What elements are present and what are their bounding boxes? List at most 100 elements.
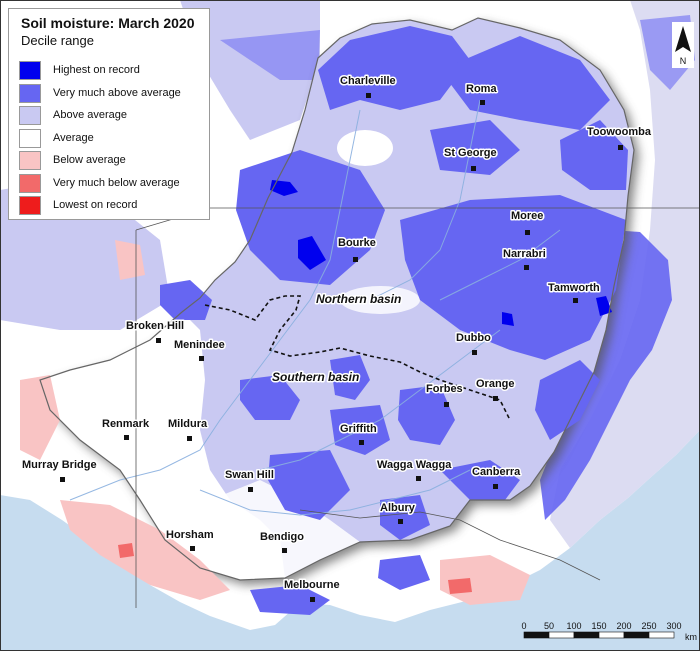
label-canberra: Canberra xyxy=(472,466,521,478)
legend-swatch xyxy=(19,84,41,103)
marker-melbourne xyxy=(310,597,315,602)
legend-item-above-average: Above average xyxy=(19,104,209,126)
label-albury: Albury xyxy=(380,502,416,514)
legend-item-highest-on-record: Highest on record xyxy=(19,59,209,81)
label-murray-bridge: Murray Bridge xyxy=(22,459,97,471)
basin-divide-line xyxy=(204,295,511,421)
coastal-plain xyxy=(550,0,700,548)
marker-moree xyxy=(525,230,530,235)
marker-charleville xyxy=(366,93,371,98)
marker-bourke xyxy=(353,257,358,262)
label-dubbo: Dubbo xyxy=(456,332,491,344)
label-menindee: Menindee xyxy=(174,339,225,351)
legend-label: Very much below average xyxy=(53,177,180,189)
marker-toowoomba xyxy=(618,145,623,150)
legend-label: Above average xyxy=(53,109,127,121)
legend: Soil moisture: March 2020 Decile range H… xyxy=(8,8,210,220)
label-bendigo: Bendigo xyxy=(260,531,304,543)
marker-horsham xyxy=(190,546,195,551)
label-narrabri: Narrabri xyxy=(503,248,546,260)
legend-item-very-much-below-average: Very much below average xyxy=(19,172,209,194)
scale-tick-250: 250 xyxy=(641,621,656,631)
marker-broken-hill xyxy=(156,338,161,343)
scale-tick-0: 0 xyxy=(521,621,526,631)
basin-boundary xyxy=(39,17,635,581)
label-horsham: Horsham xyxy=(166,529,214,541)
marker-tamworth xyxy=(573,298,578,303)
legend-item-lowest-on-record: Lowest on record xyxy=(19,194,209,216)
scale-tick-100: 100 xyxy=(566,621,581,631)
label-mildura: Mildura xyxy=(168,418,208,430)
marker-murray-bridge xyxy=(60,477,65,482)
marker-menindee xyxy=(199,356,204,361)
marker-narrabri xyxy=(524,265,529,270)
state-borders xyxy=(135,207,700,608)
legend-item-very-much-above-average: Very much above average xyxy=(19,82,209,104)
legend-swatch xyxy=(19,196,41,215)
marker-roma xyxy=(480,100,485,105)
scale-tick-300: 300 xyxy=(666,621,681,631)
marker-wagga-wagga xyxy=(416,476,421,481)
very-much-above-average-areas xyxy=(160,26,628,615)
label-st-george: St George xyxy=(444,147,497,159)
highest-on-record-areas xyxy=(270,180,612,326)
marker-albury xyxy=(398,519,403,524)
marker-canberra xyxy=(493,484,498,489)
rivers xyxy=(69,99,561,516)
legend-swatch xyxy=(19,61,41,80)
legend-subtitle: Decile range xyxy=(21,33,94,48)
label-swan-hill: Swan Hill xyxy=(225,469,274,481)
label-wagga-wagga: Wagga Wagga xyxy=(377,459,452,471)
legend-label: Highest on record xyxy=(53,64,140,76)
marker-orange xyxy=(493,396,498,401)
scale-bar: 0 50 100 150 200 250 300 km xyxy=(521,621,697,642)
legend-swatch xyxy=(19,174,41,193)
label-bourke: Bourke xyxy=(338,237,376,249)
label-forbes: Forbes xyxy=(426,383,463,395)
legend-title: Soil moisture: March 2020 xyxy=(21,15,195,31)
marker-dubbo xyxy=(472,350,477,355)
marker-mildura xyxy=(187,436,192,441)
marker-forbes xyxy=(444,402,449,407)
marker-swan-hill xyxy=(248,487,253,492)
label-tamworth: Tamworth xyxy=(548,282,600,294)
below-average-areas xyxy=(20,240,530,605)
legend-item-average: Average xyxy=(19,127,209,149)
label-roma: Roma xyxy=(466,83,497,95)
north-arrow-icon: N xyxy=(672,22,694,68)
label-griffith: Griffith xyxy=(340,423,377,435)
city-markers: Charleville Roma Toowoomba St George Mor… xyxy=(21,74,653,602)
label-melbourne: Melbourne xyxy=(284,579,340,591)
marker-st-george xyxy=(471,166,476,171)
scale-tick-200: 200 xyxy=(616,621,631,631)
label-northern-basin: Northern basin xyxy=(316,292,401,306)
label-charleville: Charleville xyxy=(340,75,396,87)
marker-bendigo xyxy=(282,548,287,553)
north-label: N xyxy=(680,56,687,66)
far-west-wet xyxy=(220,30,320,80)
scale-tick-50: 50 xyxy=(544,621,554,631)
legend-label: Lowest on record xyxy=(53,199,138,211)
label-broken-hill: Broken Hill xyxy=(126,320,184,332)
marker-renmark xyxy=(124,435,129,440)
scale-unit: km xyxy=(685,632,697,642)
legend-swatch xyxy=(19,151,41,170)
legend-swatch xyxy=(19,129,41,148)
label-renmark: Renmark xyxy=(102,418,150,430)
legend-label: Average xyxy=(53,132,94,144)
legend-item-below-average: Below average xyxy=(19,149,209,171)
average-patch-centre xyxy=(340,286,420,314)
legend-swatch xyxy=(19,106,41,125)
coastal-wet-strip xyxy=(540,230,672,520)
label-toowoomba: Toowoomba xyxy=(587,126,652,138)
marker-griffith xyxy=(359,440,364,445)
label-orange: Orange xyxy=(476,378,515,390)
label-southern-basin: Southern basin xyxy=(272,370,359,384)
average-patch-charleville xyxy=(337,130,393,166)
legend-label: Very much above average xyxy=(53,87,181,99)
label-moree: Moree xyxy=(511,210,543,222)
legend-label: Below average xyxy=(53,154,126,166)
scale-tick-150: 150 xyxy=(591,621,606,631)
average-patch-south xyxy=(210,480,360,580)
